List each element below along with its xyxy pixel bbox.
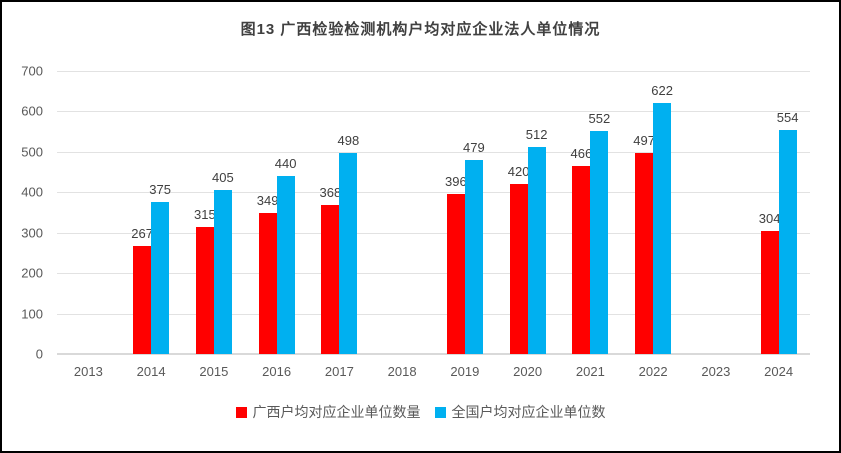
x-axis: 2013 2014 2015 2016 2017 2018 2019 2020 2021 2022… [57,364,810,382]
bar-value-label: 315 [194,206,216,222]
y-tick-label: 200 [21,265,43,281]
gridline [57,71,810,72]
x-tick-label: 2023 [701,364,731,379]
bar-national [151,202,170,354]
bar-value-label: 552 [588,110,611,126]
bar-value-label: 440 [274,156,297,172]
gridline [57,232,810,234]
x-tick-label: 2017 [324,364,354,379]
legend-label-national: 全国户均对应企业单位数 [451,404,606,420]
legend: 广西户均对应企业单位数量 全国户均对应企业单位数 [2,402,839,422]
bar-national [653,102,672,354]
bar-national [339,152,358,354]
legend-item-national: 全国户均对应企业单位数 [434,402,606,422]
x-tick-label: 2016 [262,364,292,379]
bar-national [464,160,483,354]
plot-area: 267 315 349 368 396 420 466 497 304 375 405 440 498 4… [57,71,810,355]
bar-guangxi [446,193,465,354]
bar-value-label: 512 [525,127,548,143]
gridline [57,151,810,153]
x-tick-label: 2015 [199,364,229,379]
x-tick-label: 2024 [764,364,794,379]
x-tick-label: 2019 [450,364,480,379]
bar-value-label: 497 [633,133,655,149]
bar-value-label: 405 [212,170,234,186]
bar-value-label: 304 [758,211,781,227]
bar-value-label: 368 [319,185,342,201]
legend-label-guangxi: 广西户均对应企业单位数量 [252,404,421,420]
bar-guangxi [635,153,654,354]
bar-guangxi [572,165,591,354]
y-tick-label: 600 [21,103,43,119]
y-tick-label: 100 [21,306,43,322]
bar-value-label: 267 [131,226,153,242]
y-tick-label: 500 [21,144,43,160]
bar-guangxi [760,231,779,354]
gridline [57,313,810,315]
bar-value-label: 396 [445,173,467,189]
legend-swatch-national [434,406,446,418]
bar-guangxi [133,246,152,354]
bar-national [778,130,797,354]
bar-national [276,176,295,354]
bar-guangxi [195,226,214,354]
x-tick-label: 2018 [387,364,417,379]
bar-value-label: 554 [776,110,799,126]
legend-item-guangxi: 广西户均对应企业单位数量 [235,402,421,422]
bar-value-label: 479 [463,140,485,156]
x-tick-label: 2022 [638,364,668,379]
gridline [57,273,810,275]
gridline [57,111,810,113]
y-tick-label: 400 [21,184,43,200]
y-tick-label: 700 [21,63,43,79]
chart-title: 图13 广西检验检测机构户均对应企业法人单位情况 [240,21,601,38]
bar-value-label: 349 [256,192,279,208]
bar-value-label: 498 [337,132,360,148]
gridline [57,192,810,194]
bar-national [527,147,546,354]
bar-guangxi [321,205,340,354]
x-axis-line [57,353,810,355]
legend-swatch-guangxi [235,406,247,418]
bar-guangxi [258,212,277,354]
bar-national [590,130,609,354]
x-tick-label: 2013 [73,364,103,379]
bar-national [213,190,232,354]
y-tick-label: 300 [21,225,43,241]
bar-guangxi [509,184,528,354]
bar-value-label: 375 [149,182,171,198]
x-tick-label: 2014 [136,364,166,379]
y-tick-label: 0 [35,346,43,362]
y-axis: 0 100 200 300 400 500 600 700 [2,64,47,362]
x-tick-label: 2020 [513,364,543,379]
x-tick-label: 2021 [575,364,605,379]
bar-value-label: 466 [570,145,593,161]
bar-value-label: 420 [507,164,530,180]
bar-value-label: 622 [651,82,673,98]
